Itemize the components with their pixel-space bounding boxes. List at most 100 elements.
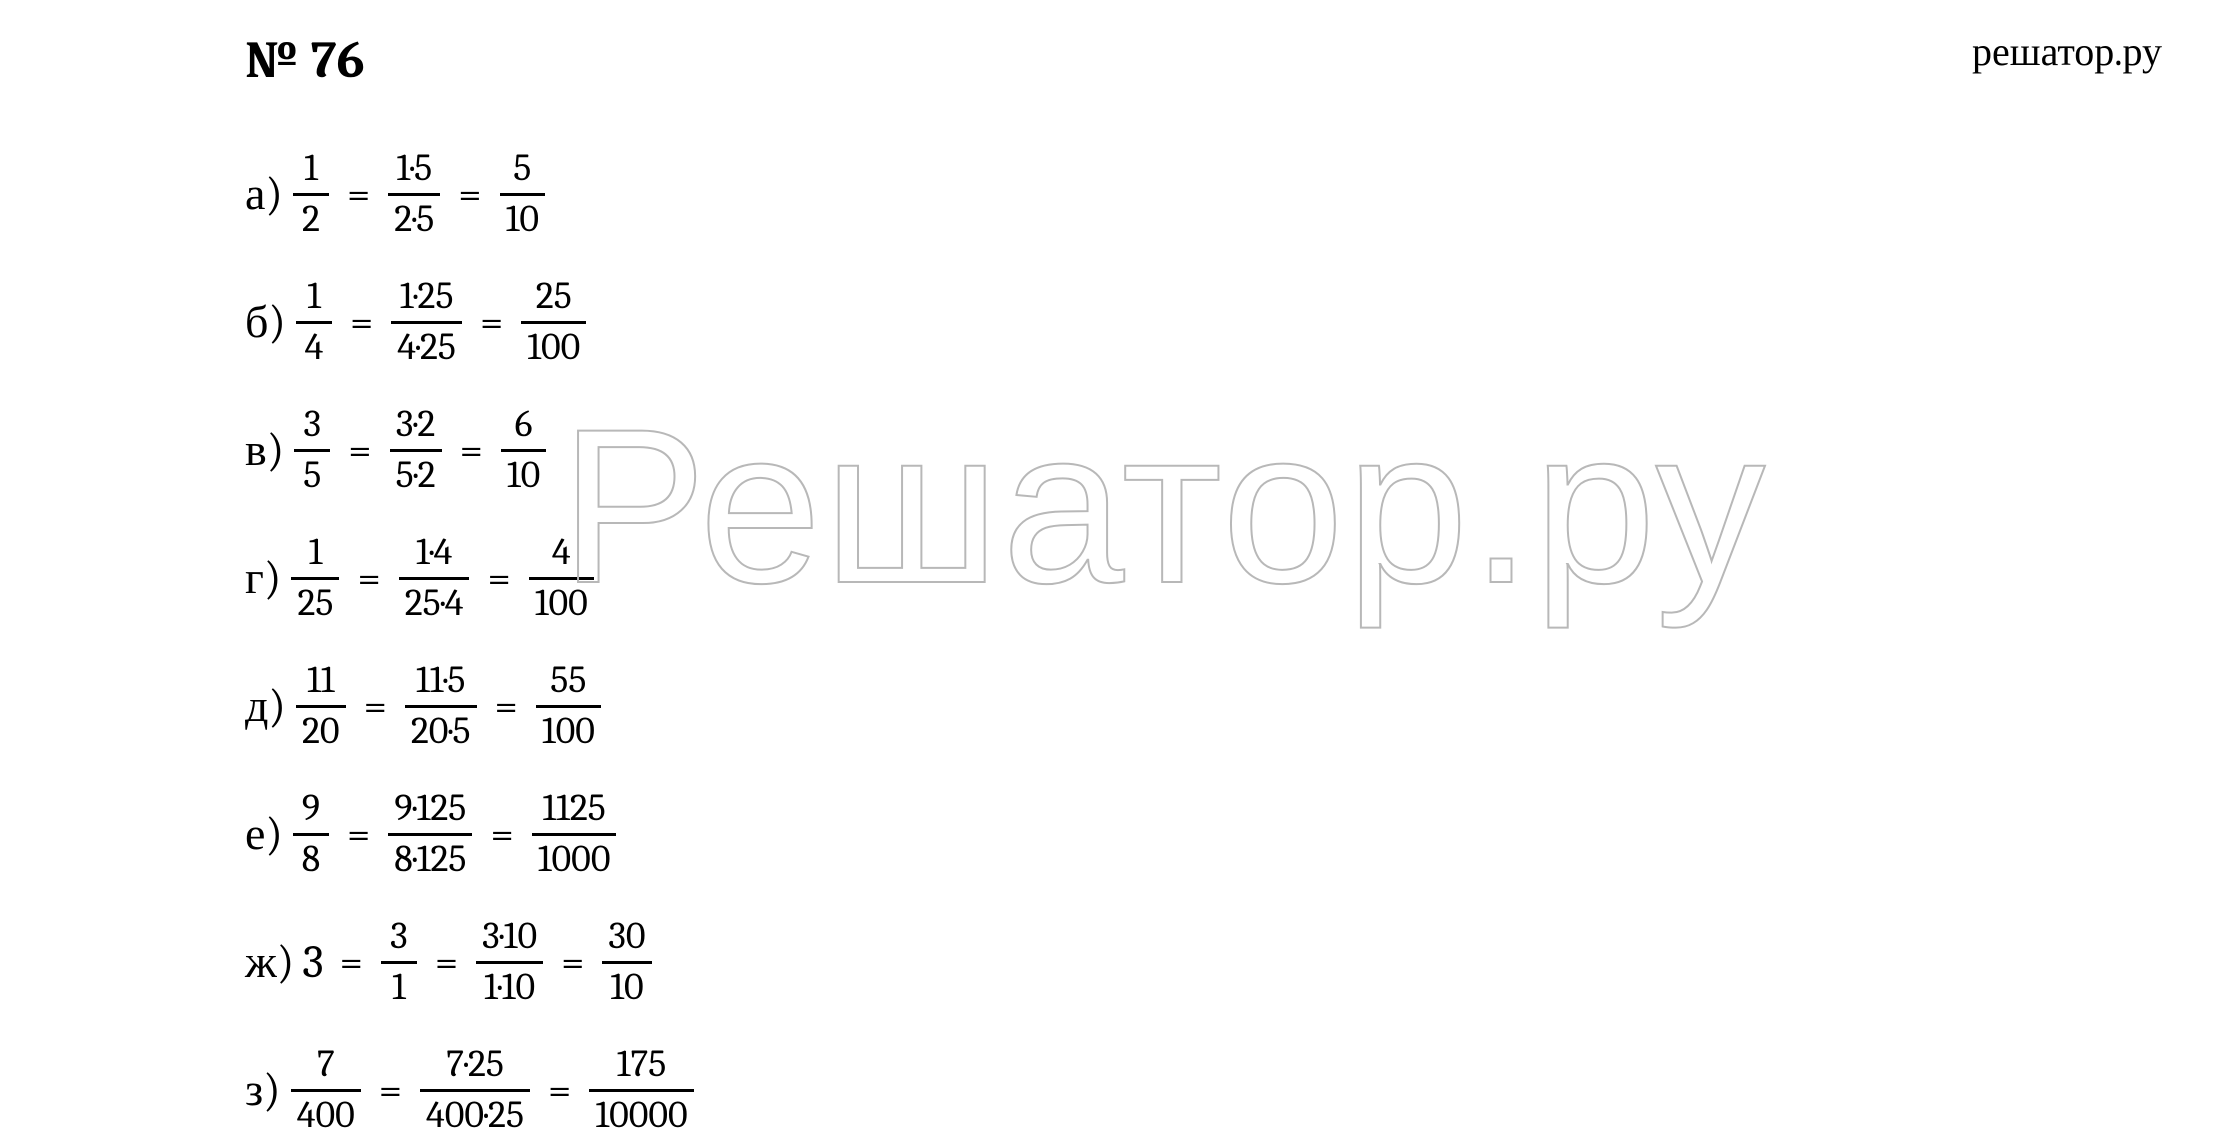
row-label: е) xyxy=(245,807,283,861)
fraction: 1120 xyxy=(292,659,350,754)
fraction-denominator: 2 xyxy=(293,198,329,242)
fraction-numerator: 9·125 xyxy=(388,787,472,831)
fraction: 3·25·2 xyxy=(386,403,446,498)
fraction-bar xyxy=(476,961,543,964)
equals-sign: = xyxy=(343,554,394,603)
fraction-bar xyxy=(405,705,477,708)
fraction-denominator: 4·25 xyxy=(391,326,462,370)
fraction-denominator: 10 xyxy=(501,454,546,498)
equals-sign: = xyxy=(333,170,384,219)
equals-sign: = xyxy=(473,554,524,603)
fraction-numerator: 1·25 xyxy=(394,275,460,319)
fraction: 1·25 4·25 xyxy=(387,275,466,370)
equation-row: д)1120=11·520·5=55100 xyxy=(245,642,1945,770)
fraction-denominator: 20 xyxy=(296,710,346,754)
fraction-numerator: 11 xyxy=(301,659,341,703)
equation-row: ж)3=31=3·101·10=3010 xyxy=(245,898,1945,1026)
fraction: 11·520·5 xyxy=(401,659,481,754)
fraction: 1·52·5 xyxy=(384,147,444,242)
row-label: в) xyxy=(245,423,284,477)
fraction: 35 xyxy=(290,403,334,498)
fraction: 12 xyxy=(289,147,333,242)
fraction-numerator: 6 xyxy=(506,403,542,447)
equation-row: г)125=1·425·4=4100 xyxy=(245,514,1945,642)
fraction-bar xyxy=(589,1089,693,1092)
fraction-bar xyxy=(293,833,329,836)
fraction-denominator: 1 xyxy=(381,966,417,1010)
equals-sign: = xyxy=(534,1066,585,1115)
equals-sign: = xyxy=(446,426,497,475)
fraction: 31 xyxy=(377,915,421,1010)
fraction: 510 xyxy=(496,147,549,242)
fraction-bar xyxy=(500,193,545,196)
fraction-bar xyxy=(399,577,470,580)
row-label: д) xyxy=(245,679,286,733)
fraction-bar xyxy=(420,1089,530,1092)
fraction-numerator: 3 xyxy=(381,915,417,959)
fraction: 4100 xyxy=(525,531,598,626)
equals-sign: = xyxy=(444,170,495,219)
fraction-denominator: 100 xyxy=(521,326,586,370)
fraction-bar xyxy=(536,705,601,708)
fraction-numerator: 3·2 xyxy=(390,403,441,447)
equals-sign: = xyxy=(336,298,387,347)
fraction-denominator: 100 xyxy=(529,582,594,626)
row-label: з) xyxy=(245,1063,281,1117)
fraction-bar xyxy=(390,449,442,452)
page-content: № 76 а)12=1·52·5=510б)14=1·254·25=25100в… xyxy=(245,30,1945,1148)
row-label: б) xyxy=(245,295,286,349)
fraction-denominator: 2·5 xyxy=(388,198,440,242)
equals-sign: = xyxy=(481,682,532,731)
fraction-numerator: 1 xyxy=(293,147,329,191)
fraction-numerator: 25 xyxy=(530,275,578,319)
fraction-numerator: 4 xyxy=(543,531,579,575)
fraction-bar xyxy=(501,449,546,452)
fraction-bar xyxy=(296,321,332,324)
fraction-numerator: 1 xyxy=(297,531,333,575)
fraction: 125 xyxy=(287,531,343,626)
fraction-numerator: 1·4 xyxy=(410,531,458,575)
fraction: 1·425·4 xyxy=(395,531,474,626)
equals-sign: = xyxy=(466,298,517,347)
fraction-bar xyxy=(381,961,417,964)
fraction: 7400 xyxy=(287,1043,365,1138)
row-label: г) xyxy=(245,551,281,605)
fraction-denominator: 8 xyxy=(293,838,329,882)
fraction-numerator: 3 xyxy=(294,403,330,447)
fraction-denominator: 400·25 xyxy=(420,1094,530,1138)
fraction: 98 xyxy=(289,787,333,882)
equals-sign: = xyxy=(334,426,385,475)
fraction-numerator: 1·5 xyxy=(390,147,438,191)
fraction-denominator: 10 xyxy=(604,966,649,1010)
equation-row: з)7400=7·25400·25=17510000 xyxy=(245,1026,1945,1148)
fraction-denominator: 5 xyxy=(294,454,330,498)
equals-sign: = xyxy=(365,1066,416,1115)
equals-sign: = xyxy=(476,810,527,859)
equation-row: а)12=1·52·5=510 xyxy=(245,130,1945,258)
equation-row: е)98=9·1258·125=11251000 xyxy=(245,770,1945,898)
row-label: ж) xyxy=(245,935,294,989)
fraction-denominator: 1000 xyxy=(532,838,617,882)
fraction-denominator: 4 xyxy=(296,326,332,370)
equals-sign: = xyxy=(547,938,598,987)
fraction: 3010 xyxy=(598,915,655,1010)
fraction-bar xyxy=(521,321,586,324)
fraction-denominator: 1·10 xyxy=(478,966,541,1010)
equals-sign: = xyxy=(421,938,472,987)
fraction-bar xyxy=(391,321,462,324)
fraction-denominator: 400 xyxy=(291,1094,361,1138)
fraction: 55100 xyxy=(532,659,605,754)
fraction: 11251000 xyxy=(528,787,621,882)
equals-sign: = xyxy=(326,938,377,987)
fraction-numerator: 9 xyxy=(293,787,329,831)
fraction-bar xyxy=(532,833,617,836)
fraction-denominator: 25 xyxy=(291,582,339,626)
fraction-denominator: 10000 xyxy=(589,1094,693,1138)
fraction-denominator: 8·125 xyxy=(388,838,472,882)
fraction: 610 xyxy=(497,403,550,498)
fraction-numerator: 7 xyxy=(308,1043,344,1087)
fraction: 9·125 8·125 xyxy=(384,787,476,882)
fraction-numerator: 3·10 xyxy=(476,915,543,959)
exercise-title: № 76 xyxy=(245,30,1945,90)
fraction: 25100 xyxy=(517,275,590,370)
